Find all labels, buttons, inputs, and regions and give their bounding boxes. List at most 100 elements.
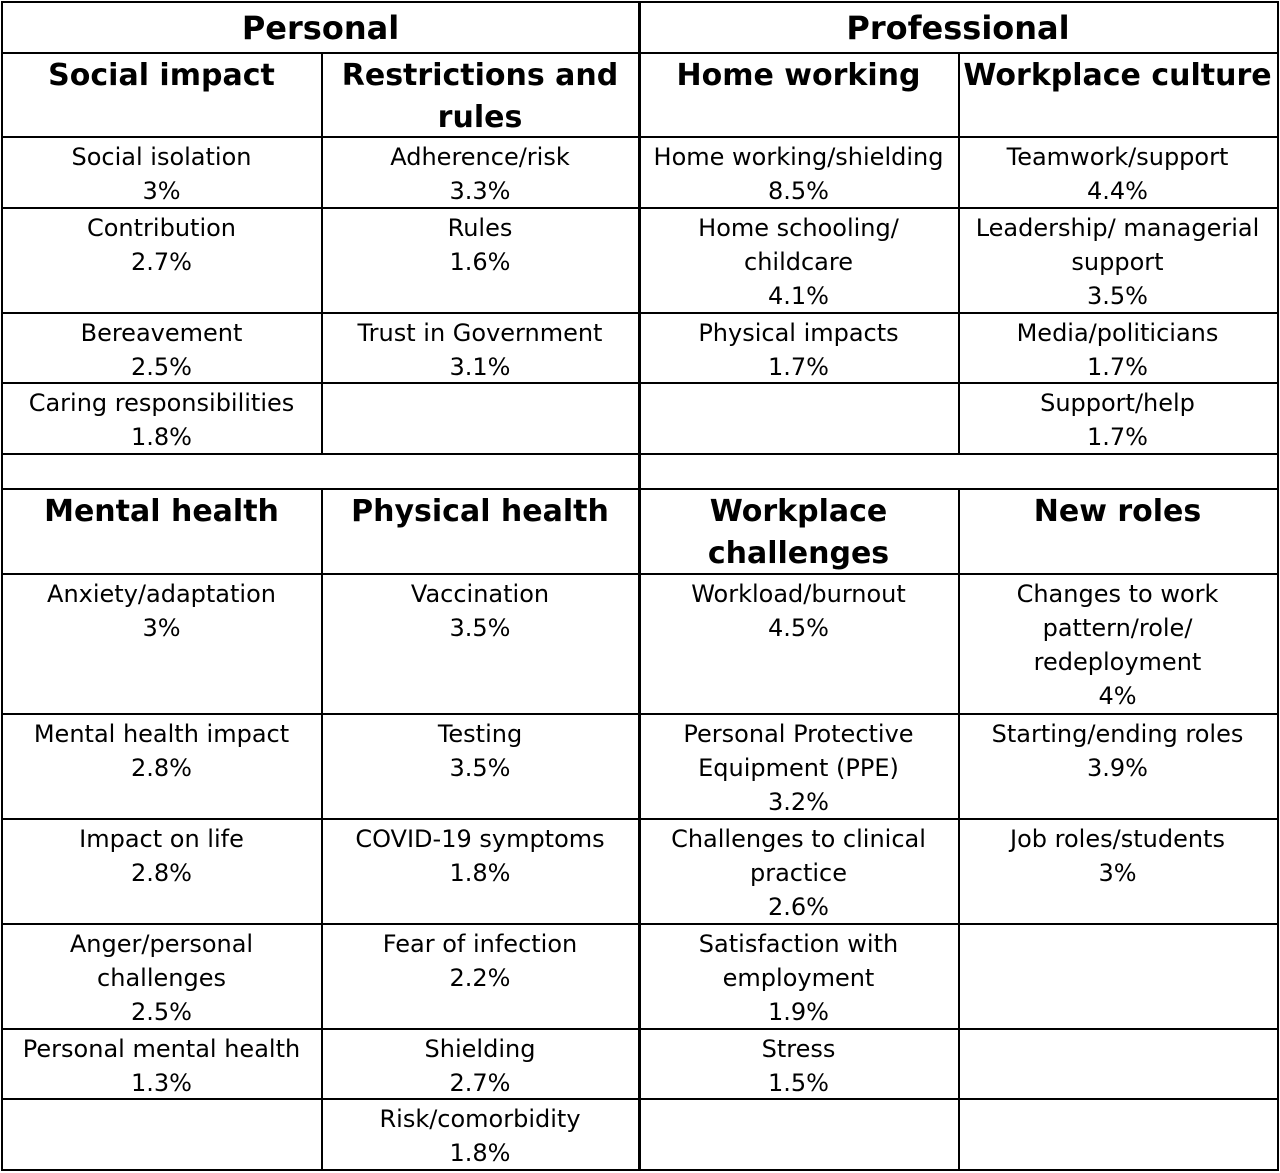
table-rule xyxy=(1277,1,1279,1171)
table-cell-line: Home working/shielding xyxy=(653,143,944,171)
table-cell-line: Trust in Government xyxy=(357,319,603,347)
table-cell-line: 2.5% xyxy=(131,353,192,381)
table-cell-line: COVID-19 symptoms xyxy=(355,825,605,853)
table-cell-line: 1.8% xyxy=(449,859,511,887)
column-header-line: Restrictions and xyxy=(341,58,619,93)
table-cell-line: 2.7% xyxy=(449,1069,511,1097)
table-cell: Stress 1.5% xyxy=(639,1028,958,1098)
table-rule xyxy=(958,52,960,453)
table-cell-line: 1.5% xyxy=(768,1069,829,1097)
table-cell-line: 3.2% xyxy=(768,788,829,816)
table-cell-line: 3% xyxy=(1098,859,1137,887)
table-cell-line: Leadership/ managerial xyxy=(975,214,1260,242)
table-cell: Anxiety/adaptation 3% xyxy=(2,573,321,713)
empty-cell xyxy=(639,382,958,453)
table-cell-line: 2.5% xyxy=(131,998,192,1026)
table-cell-line: 2.6% xyxy=(768,893,829,921)
column-header: Physical health xyxy=(321,488,639,573)
table-cell-line: 1.7% xyxy=(1087,423,1148,451)
table-cell-line: Impact on life xyxy=(79,825,244,853)
table-cell-line: 8.5% xyxy=(768,177,829,205)
empty-cell xyxy=(639,1098,958,1170)
table-cell: Media/politicians 1.7% xyxy=(958,312,1277,382)
empty-cell xyxy=(2,1098,321,1170)
table-cell: Impact on life 2.8% xyxy=(2,818,321,923)
table-cell-line: practice xyxy=(749,859,848,887)
table-cell-line: childcare xyxy=(744,248,853,276)
table-cell-line: pattern/role/ xyxy=(1042,614,1193,642)
table-cell-line: Testing xyxy=(437,720,523,748)
table-cell: Starting/ending roles 3.9% xyxy=(958,713,1277,818)
table-cell-line: Adherence/risk xyxy=(390,143,570,171)
table-cell-line: 3% xyxy=(142,177,181,205)
table-cell-line: Home schooling/ xyxy=(698,214,899,242)
table-cell: Fear of infection 2.2% xyxy=(321,923,639,1028)
table-rule xyxy=(1,1,3,1171)
table-cell-line: Personal mental health xyxy=(22,1035,301,1063)
table-cell-line: Stress xyxy=(761,1035,836,1063)
table-cell: Challenges to clinical practice 2.6% xyxy=(639,818,958,923)
table-rule xyxy=(321,52,323,453)
table-cell: Changes to work pattern/role/redeployment… xyxy=(958,573,1277,713)
table-cell-line: redeployment xyxy=(1033,648,1202,676)
table-cell-line: Contribution xyxy=(86,214,236,242)
table-cell-line: 2.8% xyxy=(131,754,192,782)
table-cell: Social isolation 3% xyxy=(2,136,321,207)
column-header-line: challenges xyxy=(707,536,890,571)
table-cell: Support/help 1.7% xyxy=(958,382,1277,453)
table-cell-line: 3.3% xyxy=(449,177,511,205)
table-cell: Rules 1.6% xyxy=(321,207,639,312)
table-cell-line: 3.5% xyxy=(1087,282,1148,310)
table-cell-line: Support/help xyxy=(1040,389,1195,417)
table-cell: Home schooling/childcare 4.1% xyxy=(639,207,958,312)
table-cell: Anger/personal challenges 2.5% xyxy=(2,923,321,1028)
table-cell-line: Fear of infection xyxy=(382,930,578,958)
table-cell-line: 1.9% xyxy=(768,998,829,1026)
table-cell: Teamwork/support 4.4% xyxy=(958,136,1277,207)
section-header-personal-line: Personal xyxy=(241,9,400,47)
table-cell-line: 2.8% xyxy=(131,859,192,887)
empty-cell xyxy=(958,1028,1277,1098)
table-cell-line: Caring responsibilities xyxy=(28,389,295,417)
table-cell-line: 1.3% xyxy=(131,1069,192,1097)
table-cell-line: 3.1% xyxy=(449,353,511,381)
table-cell-line: Vaccination xyxy=(410,580,550,608)
column-header: Restrictions and rules xyxy=(321,52,639,136)
table-cell-line: Risk/comorbidity xyxy=(379,1105,581,1133)
table-cell-line: Physical impacts xyxy=(698,319,899,347)
table-cell-line: 3% xyxy=(142,614,181,642)
table-cell: Physical impacts 1.7% xyxy=(639,312,958,382)
column-header: Workplace culture xyxy=(958,52,1277,136)
table-rule xyxy=(958,488,960,1170)
table-cell-line: 4.4% xyxy=(1087,177,1148,205)
column-header: New roles xyxy=(958,488,1277,573)
table-cell-line: 1.8% xyxy=(131,423,192,451)
section-header-professional-line: Professional xyxy=(846,9,1070,47)
table-cell: Caring responsibilities 1.8% xyxy=(2,382,321,453)
table-rule xyxy=(321,488,323,1170)
table-cell: Satisfaction with employment 1.9% xyxy=(639,923,958,1028)
table-cell-line: 1.8% xyxy=(449,1139,511,1167)
table-cell-line: 4% xyxy=(1098,682,1137,710)
table-cell: Vaccination 3.5% xyxy=(321,573,639,713)
table-cell: Home working/shielding 8.5% xyxy=(639,136,958,207)
section-header-professional: Professional xyxy=(639,2,1277,52)
table-cell-line: 1.7% xyxy=(1087,353,1148,381)
column-header: Workplace challenges xyxy=(639,488,958,573)
empty-cell xyxy=(958,923,1277,1028)
table-cell: Personal mental health 1.3% xyxy=(2,1028,321,1098)
section-header-personal: Personal xyxy=(2,2,639,52)
column-header-line: Physical health xyxy=(351,494,609,529)
column-header-line: Social impact xyxy=(48,58,275,93)
table-cell-line: Mental health impact xyxy=(33,720,290,748)
table-cell-line: Starting/ending roles xyxy=(991,720,1244,748)
empty-cell xyxy=(958,1098,1277,1170)
table-cell: Bereavement 2.5% xyxy=(2,312,321,382)
table-cell-line: Personal Protective xyxy=(683,720,914,748)
table-cell: Shielding 2.7% xyxy=(321,1028,639,1098)
table-cell-line: challenges xyxy=(97,964,226,992)
table-cell-line: Media/politicians xyxy=(1016,319,1219,347)
table-cell: Mental health impact 2.8% xyxy=(2,713,321,818)
table-cell: Testing 3.5% xyxy=(321,713,639,818)
